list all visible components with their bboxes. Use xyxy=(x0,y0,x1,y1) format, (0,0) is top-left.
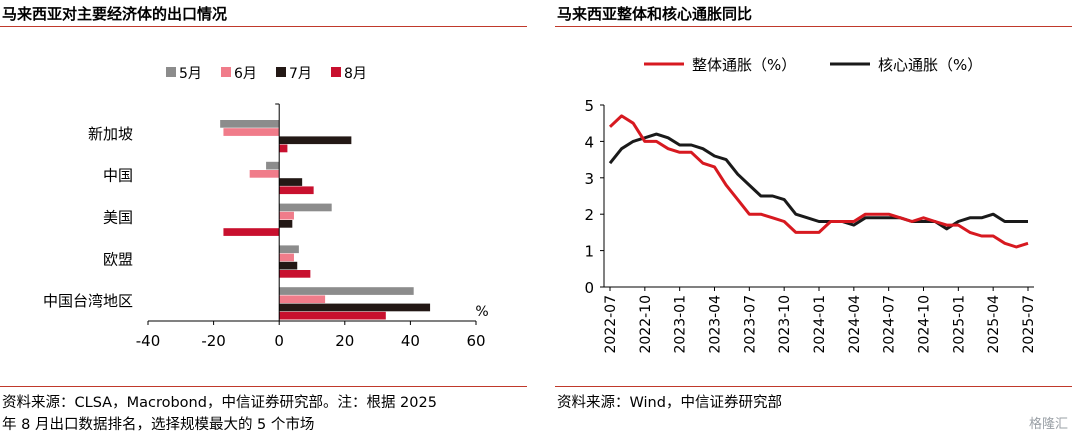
bar-7月 xyxy=(279,178,303,186)
x-tick-label: -20 xyxy=(201,332,226,350)
x-tick-label: 2025-01 xyxy=(951,295,967,354)
y-tick-label: 2 xyxy=(584,206,594,224)
bar-8月 xyxy=(223,228,280,236)
category-label: 美国 xyxy=(103,209,133,227)
category-label: 中国 xyxy=(103,167,133,185)
x-tick-label: 20 xyxy=(335,332,354,350)
y-tick-label: 3 xyxy=(584,170,594,188)
x-tick-label: 2023-10 xyxy=(777,295,793,354)
x-tick-label: 2023-07 xyxy=(742,295,758,354)
legend-swatch-3 xyxy=(276,67,286,77)
y-tick-label: 5 xyxy=(584,97,594,115)
export-panel: 马来西亚对主要经济体的出口情况 5月 6月 7月 8月新加坡中国美国欧盟中国台湾地区 -… xyxy=(0,0,535,438)
category-label: 新加坡 xyxy=(88,125,133,143)
bar-5月 xyxy=(220,120,280,128)
legend-label-2: 6月 xyxy=(234,66,257,82)
legend-swatch-4 xyxy=(331,67,341,77)
x-tick-label: 0 xyxy=(274,332,284,350)
legend-label-1: 整体通胀（%） xyxy=(692,56,796,74)
bar-8月 xyxy=(279,144,288,153)
title-rule xyxy=(0,26,527,27)
x-tick-label: 60 xyxy=(466,332,485,350)
source-line-2: 年 8 月出口数据排名，选择规模最大的 5 个市场 xyxy=(2,417,315,433)
x-tick-label: 2023-01 xyxy=(673,295,689,354)
x-tick-label: 2025-07 xyxy=(1021,295,1037,354)
bar-8月 xyxy=(279,311,386,320)
x-tick-label: 2025-04 xyxy=(986,295,1002,354)
bar-6月 xyxy=(279,253,294,262)
series-line-core xyxy=(608,132,1028,231)
x-tick-label: 40 xyxy=(401,332,420,350)
y-tick-label: 0 xyxy=(584,279,594,297)
export-source-note: 资料来源：CLSA，Macrobond，中信证券研究部。注：根据 2025 年 … xyxy=(2,392,527,436)
bar-7月 xyxy=(279,136,352,145)
bar-6月 xyxy=(279,295,326,304)
series-line-headline xyxy=(608,114,1029,249)
bar-6月 xyxy=(279,211,294,220)
x-tick-label: 2022-10 xyxy=(638,295,654,354)
bar-8月 xyxy=(279,270,311,278)
bar-7月 xyxy=(279,261,298,270)
y-tick-label: 4 xyxy=(584,133,594,151)
x-tick-label: 2024-04 xyxy=(847,295,863,354)
x-tick-label: 2022-07 xyxy=(603,295,619,354)
bar-6月 xyxy=(223,128,280,136)
legend-swatch-1 xyxy=(166,67,176,77)
category-label: 中国台湾地区 xyxy=(43,292,133,310)
x-tick-label: -40 xyxy=(136,332,161,350)
bar-5月 xyxy=(266,161,280,170)
y-tick-label: 1 xyxy=(584,243,594,261)
inflation-line-chart: 整体通胀（%） 核心通胀（%） 0 1 2 3 4 5 2022-07 2022-10 2023-0… xyxy=(584,56,1037,354)
x-unit-label: % xyxy=(475,304,488,320)
source-line-1: 资料来源：CLSA，Macrobond，中信证券研究部。注：根据 2025 xyxy=(2,395,437,411)
x-tick-label: 2024-10 xyxy=(917,295,933,354)
bar-5月 xyxy=(279,287,414,295)
title-rule xyxy=(555,26,1072,27)
source-rule xyxy=(555,386,1072,387)
export-chart-title: 马来西亚对主要经济体的出口情况 xyxy=(2,5,228,23)
watermark-logo: 格隆汇 xyxy=(1028,417,1068,432)
x-tick-label: 2023-04 xyxy=(708,295,724,354)
legend-label-3: 7月 xyxy=(289,66,312,82)
bar-6月 xyxy=(249,170,280,178)
bar-5月 xyxy=(279,203,332,212)
legend-swatch-2 xyxy=(221,67,231,77)
bar-7月 xyxy=(279,220,293,228)
legend-label-4: 8月 xyxy=(344,66,367,82)
legend-label-1: 5月 xyxy=(179,66,202,82)
category-label: 欧盟 xyxy=(103,250,133,268)
legend-label-2: 核心通胀（%） xyxy=(878,56,982,74)
x-tick-label: 2024-01 xyxy=(812,295,828,354)
bar-5月 xyxy=(279,245,299,254)
inflation-source-note: 资料来源：Wind，中信证券研究部 xyxy=(557,395,782,411)
x-tick-label: 2024-07 xyxy=(882,295,898,354)
bar-8月 xyxy=(279,186,314,195)
source-rule xyxy=(0,386,527,387)
bar-7月 xyxy=(279,303,431,312)
inflation-chart-title: 马来西亚整体和核心通胀同比 xyxy=(557,5,753,23)
inflation-panel: 马来西亚整体和核心通胀同比 整体通胀（%） 核心通胀（%） 0 1 2 3 4 5 2022-0… xyxy=(555,0,1080,438)
